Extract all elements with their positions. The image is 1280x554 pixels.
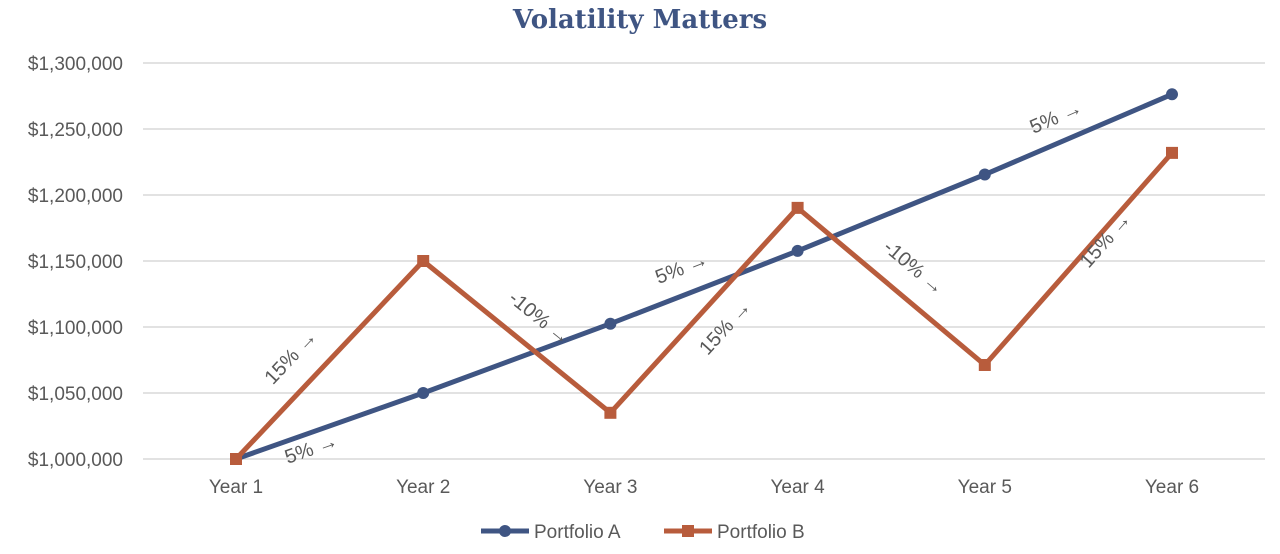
change-annotation: 15% → [1076,209,1136,273]
y-tick-label: $1,300,000 [28,54,123,75]
y-tick-label: $1,200,000 [28,186,123,207]
data-point [791,244,804,257]
legend-marker [499,525,511,537]
data-point [417,255,430,267]
data-point [604,406,617,419]
x-tick-label: Year 5 [958,477,1012,498]
y-tick-label: $1,150,000 [28,252,123,273]
x-tick-label: Year 1 [209,477,263,498]
x-tick-label: Year 4 [770,477,825,498]
x-tick-label: Year 6 [1145,477,1199,498]
change-annotation: 5% → [1027,97,1086,139]
x-tick-label: Year 2 [396,477,450,498]
x-tick-label: Year 3 [583,477,637,498]
series-line-1 [234,151,1174,461]
data-point [978,358,991,371]
y-tick-label: $1,000,000 [28,450,123,471]
legend-marker [682,525,694,537]
data-point [604,317,617,330]
data-point [1166,88,1178,101]
y-tick-label: $1,100,000 [28,318,123,339]
change-annotation: -10% → [879,236,948,299]
y-tick-label: $1,050,000 [28,384,123,405]
change-annotation: 5% → [282,430,341,469]
data-point [230,453,242,465]
legend-label: Portfolio A [534,522,621,543]
change-annotation: 5% → [652,249,711,289]
data-point [791,201,804,214]
data-point [978,168,991,181]
series-line-0 [235,92,1173,462]
chart-title: Volatility Matters [512,5,767,35]
change-annotation: 15% → [695,296,755,359]
y-tick-label: $1,250,000 [28,120,123,141]
legend-label: Portfolio B [717,522,805,543]
data-point [1166,146,1178,159]
change-annotation: -10% → [504,287,574,350]
data-point [417,387,430,399]
